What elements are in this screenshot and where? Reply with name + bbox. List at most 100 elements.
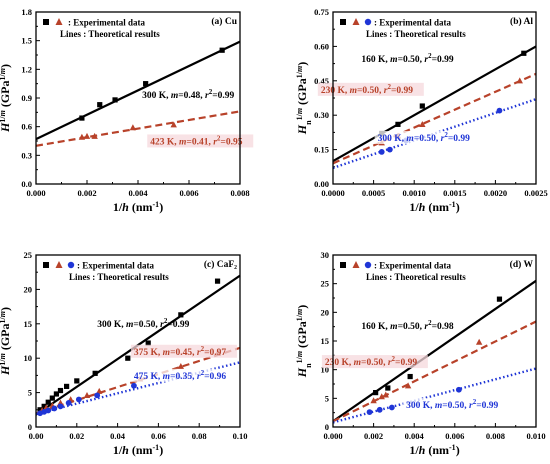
y-tick-label: 0 bbox=[28, 422, 32, 432]
data-point bbox=[64, 383, 70, 390]
legend-triangle-marker bbox=[352, 261, 360, 268]
y-axis-label: H1/m (GPa1/m) bbox=[0, 307, 12, 376]
y-axis-label: H1/m (GPa1/m) bbox=[0, 64, 12, 133]
y-tick-label: 0.6 bbox=[21, 122, 32, 132]
x-tick-label: 0.010 bbox=[526, 431, 545, 441]
plot-frame bbox=[332, 11, 537, 185]
legend-circle-marker bbox=[364, 18, 372, 26]
series-label-3: 300 K, m=0.50, r2=0.99 bbox=[378, 131, 470, 144]
x-tick-label: 0.0010 bbox=[403, 188, 426, 198]
data-point bbox=[516, 77, 523, 84]
y-tick-label: 0.60 bbox=[314, 41, 329, 51]
series-label-highlight bbox=[321, 355, 428, 369]
x-tick-label: 0.08 bbox=[192, 431, 207, 441]
x-tick-label: 0.02 bbox=[69, 431, 84, 441]
series-label-2: 375 K, m=0.45, r2=0.97 bbox=[134, 345, 226, 358]
x-tick-label: 0.06 bbox=[151, 431, 166, 441]
data-point bbox=[178, 312, 184, 318]
chart-panel-1: 0.000 0.002 0.004 0.006 0.008 0.0 0.3 0.6 0.9 1.2… bbox=[0, 7, 254, 215]
y-tick-label: 5 bbox=[325, 393, 329, 403]
x-tick-label: 0.006 bbox=[445, 431, 464, 441]
x-tick-label: 0.10 bbox=[233, 431, 248, 441]
fit-line-2 bbox=[332, 320, 537, 423]
data-point bbox=[92, 370, 98, 376]
legend-experimental: : Experimental data bbox=[374, 261, 451, 271]
chart-panel-4: 0.000 0.002 0.004 0.006 0.008 0.010 0 5 10 15 20 25… bbox=[295, 250, 546, 457]
series-label-highlight bbox=[317, 82, 424, 96]
y-tick-label: 0.9 bbox=[21, 93, 32, 103]
legend-square-marker bbox=[340, 262, 346, 268]
data-point bbox=[378, 148, 385, 155]
chart-panel-2: 0.0000 0.0005 0.0010 0.0015 0.0020 0.0025 0.00… bbox=[295, 7, 548, 214]
data-point bbox=[376, 406, 383, 413]
data-point bbox=[79, 115, 85, 121]
data-point bbox=[91, 132, 98, 139]
data-point bbox=[51, 405, 58, 412]
fit-line-1 bbox=[332, 279, 537, 423]
fit-line-3 bbox=[35, 361, 241, 416]
panel-label: (a) Cu bbox=[211, 16, 237, 27]
data-point bbox=[404, 382, 412, 389]
y-tick-label: 0.0 bbox=[21, 179, 32, 189]
x-tick-label: 0.0000 bbox=[321, 188, 344, 198]
data-point bbox=[129, 124, 137, 131]
x-tick-label: 0.004 bbox=[128, 188, 148, 198]
x-tick-label: 0.006 bbox=[179, 188, 198, 198]
x-tick-label: 0.000 bbox=[26, 188, 45, 198]
x-tick-label: 0.008 bbox=[230, 188, 249, 198]
data-point bbox=[65, 400, 72, 406]
series-label-1: 160 K, m=0.50, r2=0.99 bbox=[361, 52, 453, 65]
data-point bbox=[419, 103, 425, 109]
series-label-1: 300 K, m=0.50, r2=0.99 bbox=[97, 317, 189, 330]
data-point bbox=[373, 390, 379, 396]
series-label-2: 230 K, m=0.50, r2=0.99 bbox=[321, 83, 413, 96]
y-tick-label: 25 bbox=[24, 250, 33, 260]
series-label-highlight bbox=[147, 134, 254, 148]
fit-line-1 bbox=[332, 45, 537, 163]
y-tick-label: 0.00 bbox=[314, 179, 329, 189]
data-point bbox=[83, 391, 91, 398]
x-tick-label: 0.002 bbox=[364, 431, 383, 441]
x-axis-label: 1/h (nm-1) bbox=[113, 200, 163, 215]
data-point bbox=[386, 146, 393, 153]
legend-experimental: : Experimental data bbox=[77, 261, 154, 271]
series-label-3: 475 K, m=0.35, r2=0.96 bbox=[134, 369, 226, 382]
data-point bbox=[112, 97, 118, 103]
data-point bbox=[143, 81, 149, 87]
series-label-3: 300 K, m=0.50, r2=0.99 bbox=[406, 398, 498, 411]
legend-square-marker bbox=[43, 262, 49, 268]
data-point bbox=[94, 392, 101, 399]
legend-lines: Lines : Theoretical results bbox=[60, 29, 160, 39]
y-tick-label: 0.3 bbox=[21, 150, 32, 160]
x-tick-label: 0.002 bbox=[77, 188, 96, 198]
data-point bbox=[419, 120, 426, 127]
y-tick-label: 1.5 bbox=[21, 36, 32, 46]
data-point bbox=[125, 355, 131, 361]
y-tick-label: 10 bbox=[24, 353, 33, 363]
data-point bbox=[53, 391, 59, 397]
y-tick-label: 1.2 bbox=[21, 64, 32, 74]
y-tick-label: 30 bbox=[321, 250, 330, 260]
data-point bbox=[496, 296, 503, 302]
y-tick-label: 15 bbox=[24, 319, 33, 329]
x-tick-label: 0.00 bbox=[29, 431, 44, 441]
data-point bbox=[145, 340, 151, 346]
x-tick-label: 0.000 bbox=[323, 431, 342, 441]
series-label-2: 423 K, m=0.41, r2=0.95 bbox=[150, 134, 242, 147]
data-point bbox=[366, 409, 373, 415]
fit-line-2 bbox=[35, 110, 241, 147]
x-axis-label: 1/h (nm-1) bbox=[409, 443, 459, 458]
x-tick-label: 0.0015 bbox=[443, 188, 466, 198]
data-point bbox=[49, 395, 55, 401]
series-label-highlight bbox=[130, 368, 237, 382]
legend-triangle-marker bbox=[55, 18, 63, 25]
data-point bbox=[475, 338, 483, 345]
legend-experimental: : Experimental data bbox=[68, 18, 145, 28]
fit-line-2 bbox=[332, 72, 537, 165]
data-point bbox=[45, 399, 51, 405]
data-point bbox=[83, 132, 91, 139]
plot-frame bbox=[332, 254, 537, 428]
legend-lines: Lines : Theoretical results bbox=[69, 272, 169, 282]
data-point bbox=[177, 363, 185, 370]
